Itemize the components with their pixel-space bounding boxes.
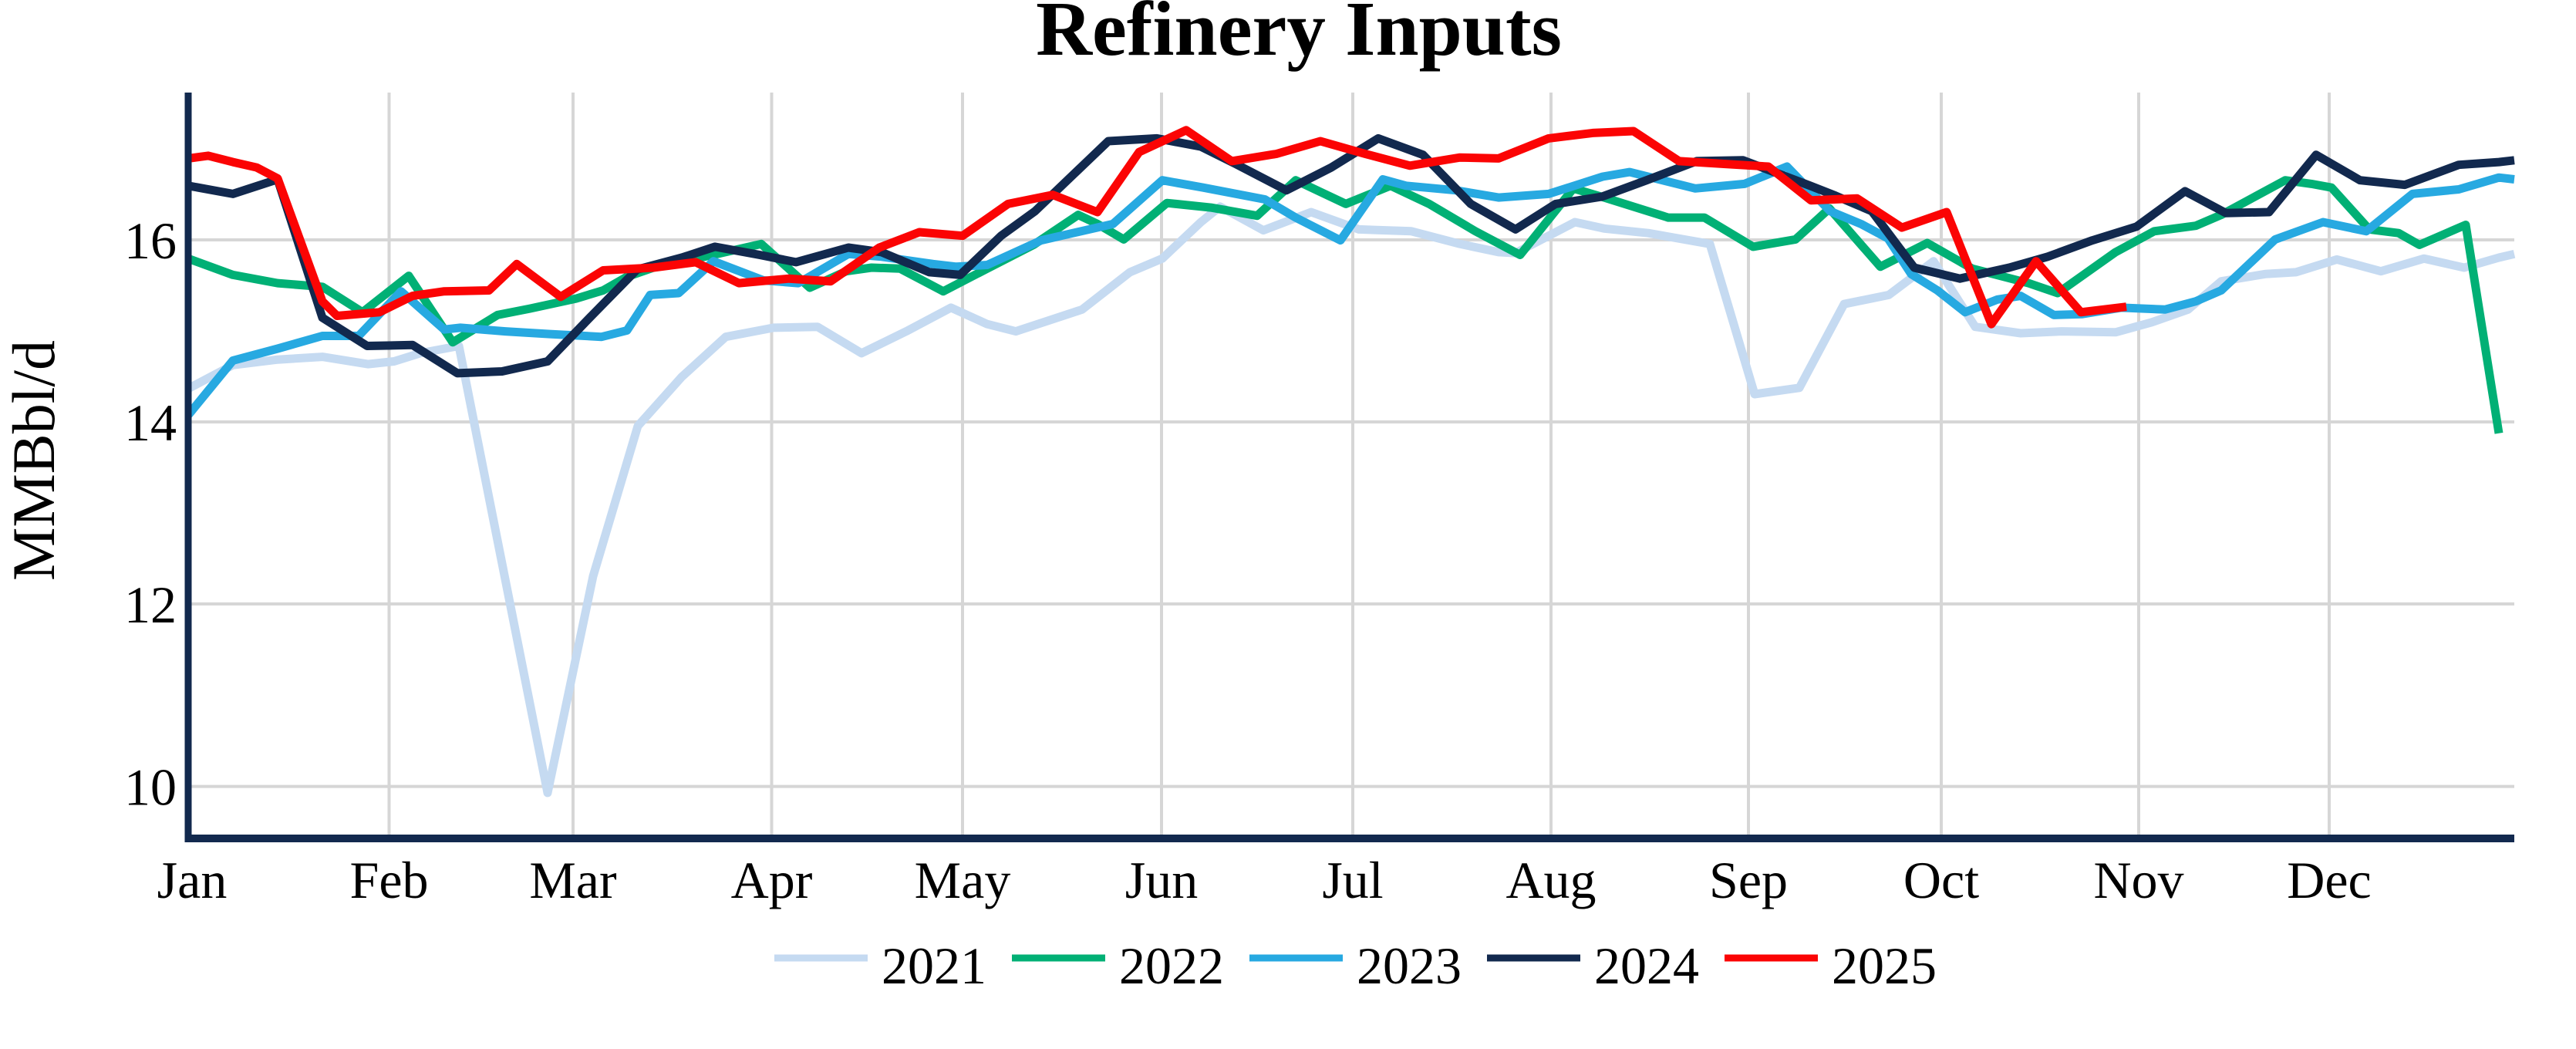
svg-text:Jun: Jun [1125, 851, 1198, 909]
svg-text:12: 12 [124, 575, 177, 634]
svg-text:Feb: Feb [350, 851, 429, 909]
svg-text:Sep: Sep [1709, 851, 1788, 909]
svg-text:MMBbl/d: MMBbl/d [0, 340, 67, 581]
svg-text:Nov: Nov [2093, 851, 2183, 909]
svg-text:2025: 2025 [1832, 936, 1937, 995]
svg-text:Dec: Dec [2287, 851, 2371, 909]
svg-text:10: 10 [124, 758, 177, 817]
svg-text:May: May [915, 851, 1011, 909]
svg-text:Mar: Mar [529, 851, 617, 909]
svg-text:16: 16 [124, 211, 177, 270]
svg-text:Jul: Jul [1322, 851, 1383, 909]
svg-text:14: 14 [124, 393, 177, 452]
svg-text:2021: 2021 [882, 936, 986, 995]
svg-text:Apr: Apr [731, 851, 813, 909]
svg-text:2024: 2024 [1594, 936, 1699, 995]
svg-text:2023: 2023 [1357, 936, 1462, 995]
svg-text:Refinery Inputs: Refinery Inputs [1036, 0, 1562, 72]
svg-text:Oct: Oct [1903, 851, 1979, 909]
svg-text:2022: 2022 [1119, 936, 1224, 995]
svg-text:Aug: Aug [1505, 851, 1596, 909]
svg-text:Jan: Jan [157, 851, 228, 909]
